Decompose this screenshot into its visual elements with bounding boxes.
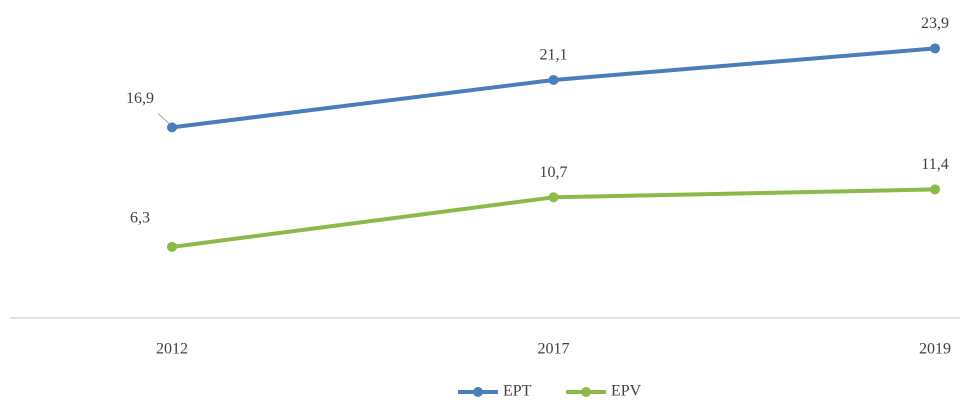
data-label: 10,7 [540,164,568,181]
data-label: 23,9 [921,15,949,32]
data-point [167,122,177,133]
data-label: 11,4 [921,156,948,173]
legend-label: EPV [611,383,642,400]
legend-marker [581,387,591,397]
data-point [548,192,559,203]
data-label: 6,3 [130,210,150,227]
data-point [930,43,940,54]
x-tick-label: 2017 [538,341,570,358]
data-point [167,241,177,252]
legend-label: EPT [503,383,532,400]
data-point [930,184,940,195]
x-tick-label: 2019 [919,341,951,358]
x-tick-label: 2012 [156,341,188,358]
data-label: 21,1 [540,47,568,64]
data-label: 16,9 [126,90,154,107]
leader-line [157,112,171,125]
legend-marker [473,387,483,397]
data-point [548,74,559,85]
